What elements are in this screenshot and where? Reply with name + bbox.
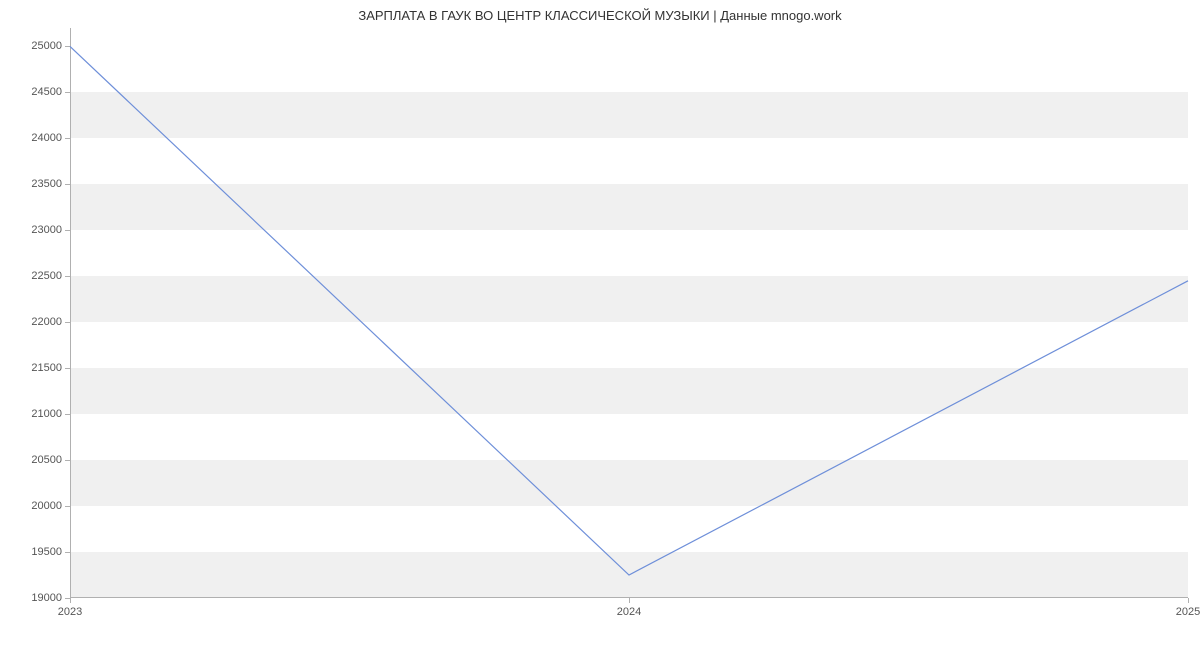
y-tick-label: 19500: [31, 546, 62, 558]
y-tick-label: 19000: [31, 592, 62, 604]
y-tick-label: 25000: [31, 40, 62, 52]
y-tick-label: 24000: [31, 132, 62, 144]
chart-title: ЗАРПЛАТА В ГАУК ВО ЦЕНТР КЛАССИЧЕСКОЙ МУ…: [0, 8, 1200, 23]
y-tick-label: 24500: [31, 86, 62, 98]
y-tick-label: 20000: [31, 500, 62, 512]
y-tick-label: 22000: [31, 316, 62, 328]
line-layer: [70, 28, 1188, 598]
y-tick-label: 23000: [31, 224, 62, 236]
salary-line-chart: ЗАРПЛАТА В ГАУК ВО ЦЕНТР КЛАССИЧЕСКОЙ МУ…: [0, 0, 1200, 650]
y-tick-label: 23500: [31, 178, 62, 190]
y-tick-label: 21000: [31, 408, 62, 420]
x-tick-mark: [629, 598, 630, 603]
x-tick-label: 2025: [1176, 606, 1200, 618]
x-tick-label: 2023: [58, 606, 82, 618]
series-salary: [70, 46, 1188, 575]
x-tick-label: 2024: [617, 606, 641, 618]
plot-area: 1900019500200002050021000215002200022500…: [70, 28, 1188, 598]
x-tick-mark: [1188, 598, 1189, 603]
x-tick-mark: [70, 598, 71, 603]
y-tick-label: 21500: [31, 362, 62, 374]
y-tick-label: 20500: [31, 454, 62, 466]
y-tick-label: 22500: [31, 270, 62, 282]
